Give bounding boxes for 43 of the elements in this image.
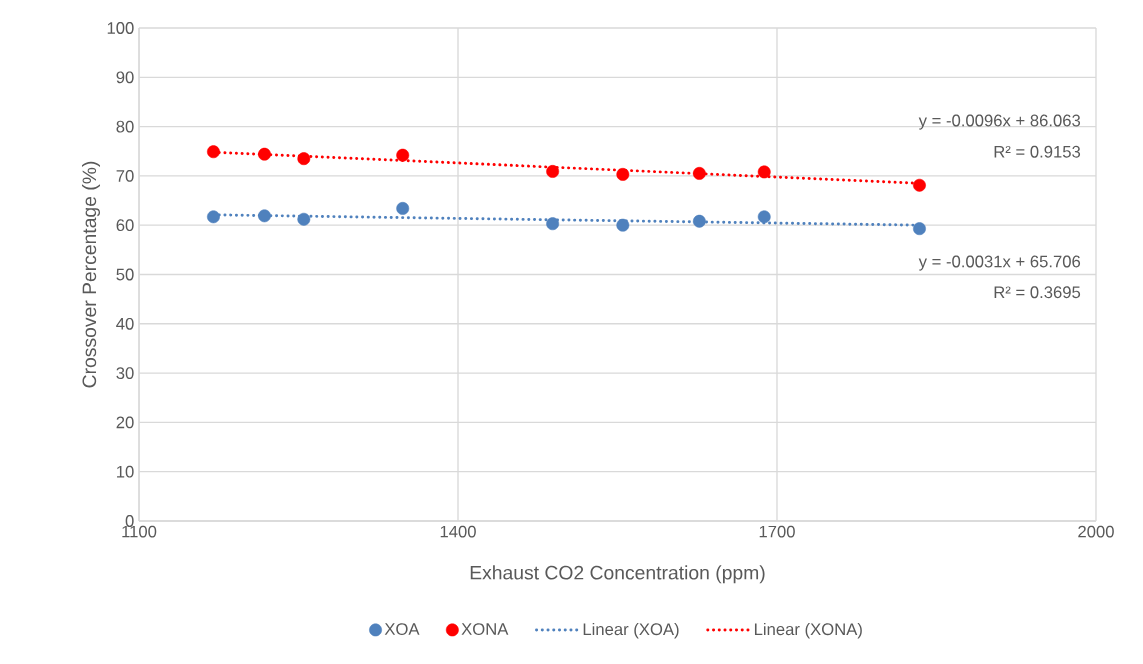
- point: [913, 178, 926, 192]
- annotation: R² = 0.9153: [994, 145, 1081, 158]
- annotation: y = -0.0096x + 86.063: [918, 114, 1081, 130]
- y-tick-label: 0: [125, 515, 134, 527]
- point: [757, 210, 771, 224]
- y-axis-title: Crossover Percentage (%): [81, 161, 101, 388]
- x-tick-label: 1700: [759, 525, 795, 538]
- point: [297, 212, 311, 226]
- x-tick-label: 1100: [122, 525, 157, 538]
- legend-label: Linear (XOA): [583, 622, 679, 639]
- point: [297, 152, 311, 166]
- point: [913, 222, 926, 236]
- y-tick-label: 30: [116, 367, 134, 379]
- y-tick-label: 10: [117, 465, 134, 478]
- y-tick-label: 20: [116, 416, 134, 429]
- legend-label: Linear (XONA): [754, 622, 862, 639]
- y-tick-label: 90: [116, 71, 134, 84]
- point: [207, 145, 220, 159]
- annotation: R² = 0.3695: [994, 286, 1081, 299]
- point: [546, 165, 560, 178]
- y-tick-label: 80: [116, 120, 134, 133]
- point: [396, 202, 410, 215]
- y-tick-label: 70: [116, 170, 134, 182]
- point: [207, 210, 220, 224]
- point: [616, 168, 630, 181]
- point: [258, 209, 271, 223]
- point: [692, 167, 706, 180]
- legend-label: XOA: [384, 623, 420, 635]
- point: [546, 217, 560, 231]
- legend-label: XONA: [461, 623, 509, 635]
- point: [757, 165, 771, 179]
- y-tick-label: 100: [107, 22, 134, 34]
- y-tick-label: 60: [116, 219, 134, 232]
- point: [692, 214, 706, 228]
- y-tick-label: 40: [116, 317, 134, 330]
- point: [396, 148, 410, 162]
- y-tick-label: 50: [116, 268, 134, 281]
- x-axis-title: Exhaust CO2 Concentration (ppm): [470, 565, 765, 584]
- x-tick-label: 2000: [1078, 525, 1114, 538]
- point: [616, 218, 630, 232]
- annotation: y = -0.0031x + 65.706: [918, 255, 1081, 271]
- x-tick-label: 1400: [440, 525, 476, 538]
- point: [258, 147, 271, 161]
